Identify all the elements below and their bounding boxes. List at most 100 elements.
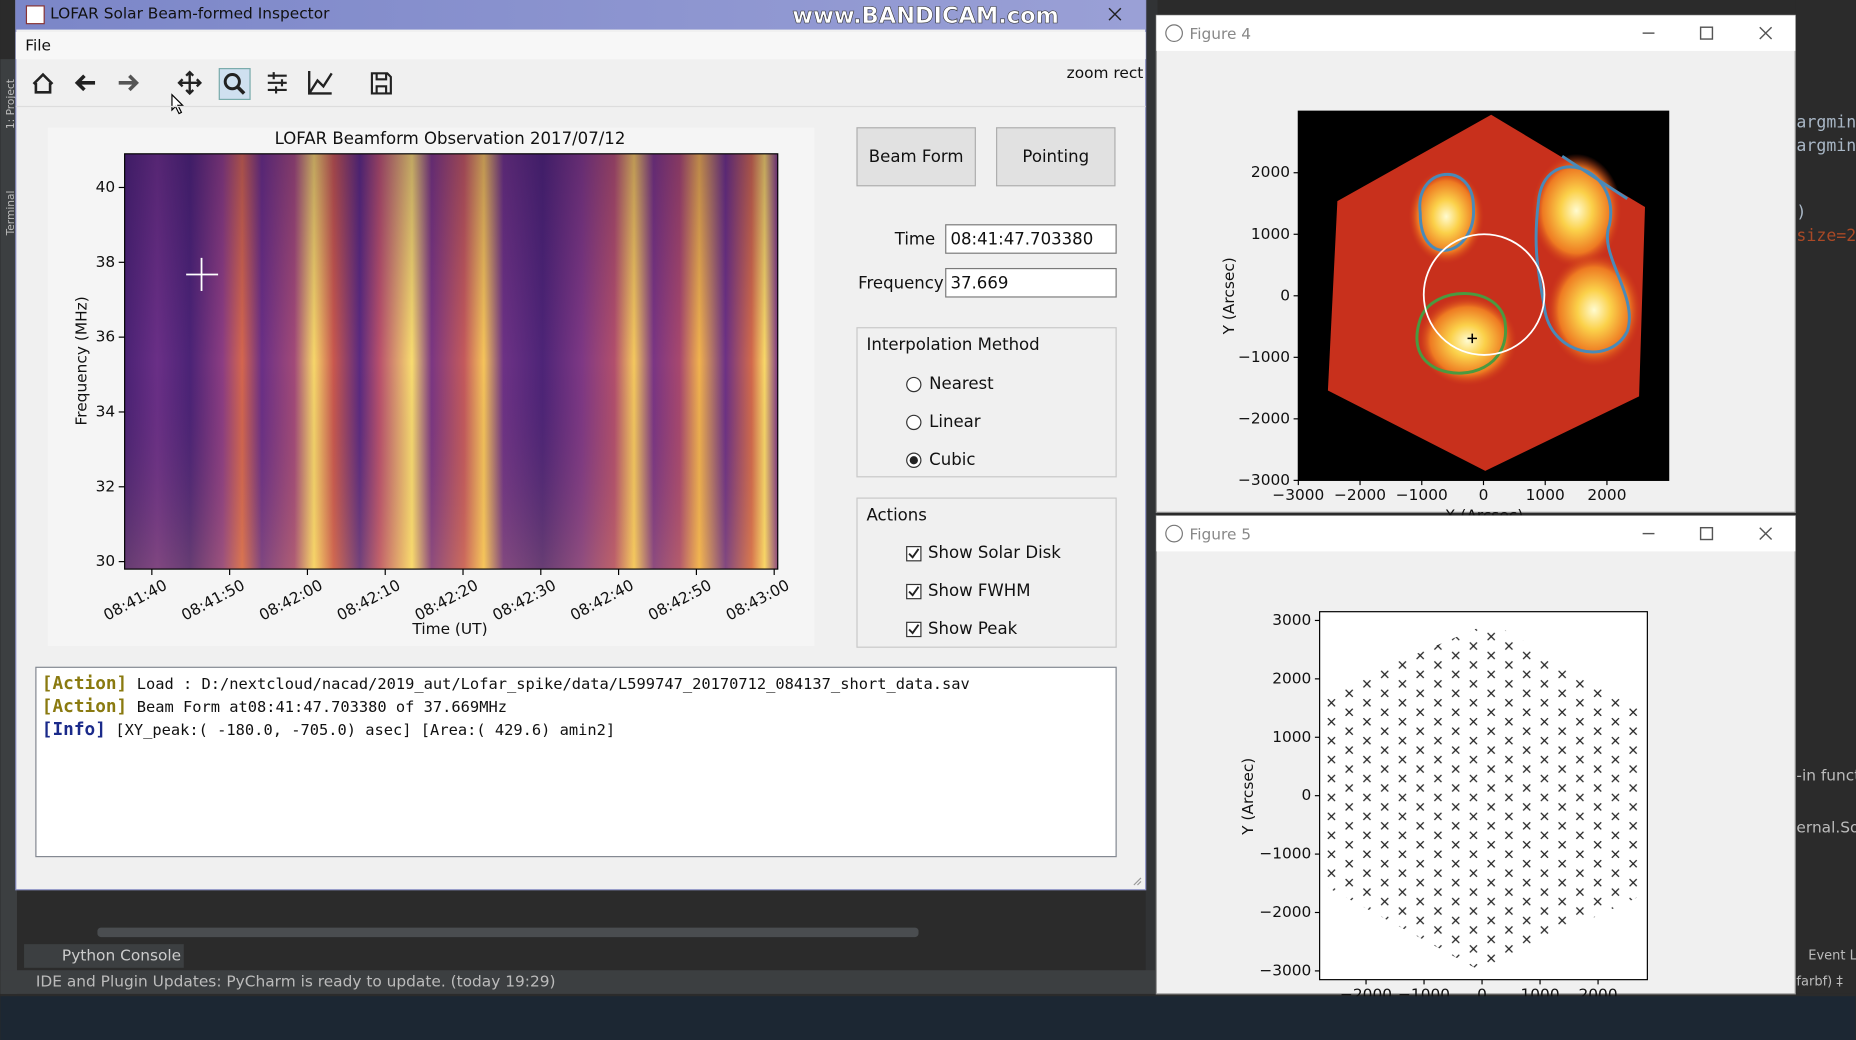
log-line: [Info] [XY_peak:( -180.0, -705.0) asec] [… (42, 720, 615, 740)
contour (1418, 172, 1475, 252)
status-bar (0, 970, 1156, 994)
text-input[interactable] (945, 224, 1117, 254)
group-title: Interpolation Method (866, 335, 1039, 354)
contour (1561, 154, 1629, 201)
y-tick-label: −3000 (1238, 471, 1290, 489)
status-text: IDE and Plugin Updates: PyCharm is ready… (36, 973, 556, 991)
scrollbar[interactable] (97, 927, 919, 938)
console-tab-bg[interactable] (24, 944, 184, 968)
y-tick-label: 0 (1302, 786, 1312, 804)
log-text: Load : D:/nextcloud/nacad/2019_aut/Lofar… (137, 674, 970, 692)
field-label: Time (894, 230, 936, 249)
log-lines: [Action] Load : D:/nextcloud/nacad/2019_a… (42, 674, 970, 740)
y-tick-label: 34 (96, 402, 116, 420)
figure4-title: Figure 4 (1189, 25, 1251, 43)
code-fragment: argmin (1796, 136, 1856, 155)
radio-label[interactable]: Linear (929, 412, 981, 431)
checkbox[interactable] (906, 621, 922, 638)
maximize[interactable] (1699, 526, 1714, 541)
side-tab[interactable]: 1: Project (4, 79, 17, 129)
x-tick-label: 0 (1479, 486, 1489, 504)
save-icon[interactable] (370, 72, 392, 95)
field-label: Frequency (858, 273, 944, 292)
checkbox-label[interactable]: Show FWHM (928, 581, 1031, 600)
x-tick-label: 0 (1477, 986, 1487, 1004)
radio[interactable] (906, 414, 922, 431)
y-tick-label: 3000 (1272, 611, 1311, 629)
code-fragment: Event L (1808, 948, 1856, 963)
log-text: [XY_peak:( -180.0, -705.0) asec] [Area:(… (115, 721, 615, 739)
y-tick-label: −1000 (1238, 348, 1290, 366)
axes-icon[interactable] (308, 70, 333, 95)
console-tab[interactable]: Python Console (62, 946, 181, 964)
window-title: LOFAR Solar Beam-formed Inspector (50, 5, 330, 23)
y-tick-label: −3000 (1259, 961, 1311, 979)
y-tick-label: 2000 (1272, 669, 1311, 687)
zoom-handle (235, 85, 246, 95)
solar-disk (1422, 233, 1546, 356)
ide-side-strip (0, 59, 17, 994)
figure5-title: Figure 5 (1189, 525, 1251, 543)
heatmap-blob (1546, 253, 1642, 367)
cursor (171, 93, 185, 115)
log-tag: [Action] (42, 697, 127, 717)
crosshair (186, 257, 219, 292)
pan-icon[interactable] (177, 70, 203, 96)
side-tab[interactable]: Terminal (4, 191, 17, 237)
x-tick-label: 1000 (1526, 486, 1565, 504)
button-label[interactable]: Beam Form (869, 147, 964, 166)
forward-icon[interactable] (118, 74, 139, 92)
group-title: Actions (866, 505, 926, 524)
checkbox-label[interactable]: Show Solar Disk (928, 543, 1061, 562)
field-value[interactable]: 08:41:47.703380 (950, 230, 1093, 249)
code-fragment: ernal.Sou (1796, 819, 1856, 837)
y-tick-label: 0 (1280, 286, 1290, 304)
close[interactable] (1759, 527, 1773, 541)
figure5-titlebar (1156, 515, 1796, 552)
toolbar-mode: zoom rect (1067, 64, 1144, 82)
checkbox-label[interactable]: Show Peak (928, 619, 1018, 638)
radio-dot (909, 456, 918, 465)
code-fragment: -in funct (1796, 767, 1856, 785)
group-box (856, 327, 1117, 478)
button-label[interactable]: Pointing (1022, 147, 1089, 166)
x-tick-label: −3000 (1272, 486, 1324, 504)
field-value[interactable]: 37.669 (950, 273, 1008, 292)
close[interactable] (1759, 26, 1773, 40)
button[interactable] (996, 127, 1116, 187)
x-axis-label: Time (UT) (411, 620, 487, 638)
radio[interactable] (906, 376, 922, 393)
radio-label[interactable]: Nearest (929, 374, 994, 393)
peak-marker (1467, 333, 1477, 344)
log-line: [Action] Beam Form at08:41:47.703380 of 3… (42, 697, 507, 717)
button[interactable] (856, 127, 976, 187)
y-tick-label: 1000 (1272, 728, 1311, 746)
checkbox[interactable] (906, 546, 922, 562)
home-icon[interactable] (32, 72, 54, 94)
title-bar (15, 0, 1146, 30)
text-input[interactable] (945, 267, 1117, 298)
config-icon[interactable] (267, 72, 287, 94)
pointing-pattern (1323, 622, 1642, 971)
y-tick-label: 36 (96, 328, 116, 346)
close-button[interactable] (1108, 7, 1122, 21)
resize-grip (1133, 877, 1142, 886)
checkbox[interactable] (906, 583, 922, 600)
figure4-titlebar (1156, 15, 1796, 51)
code-fragment: argmin (1796, 113, 1856, 132)
ide-editor (1795, 0, 1856, 994)
checkmark (908, 548, 920, 559)
taskbar (0, 996, 1856, 1040)
zoom-icon[interactable] (223, 73, 241, 91)
back-icon[interactable] (74, 74, 96, 92)
maximize[interactable] (1699, 26, 1714, 40)
radio-label[interactable]: Cubic (929, 450, 975, 469)
toolbar (32, 68, 392, 115)
y-tick-label: 40 (96, 178, 116, 196)
figure4-ylabel: Y (Arcsec) (1220, 257, 1238, 335)
code-fragment: ) (1796, 202, 1806, 221)
log-tag: [Action] (42, 674, 127, 694)
menu-item[interactable]: File (25, 37, 51, 55)
contour (1415, 292, 1507, 375)
x-tick-label: −2000 (1334, 486, 1386, 504)
